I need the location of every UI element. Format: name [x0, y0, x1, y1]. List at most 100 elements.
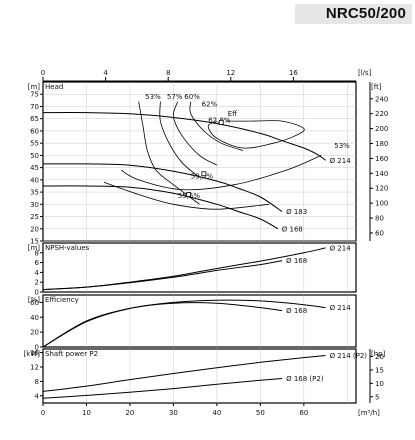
head-ytick-label: 60 [30, 127, 39, 135]
npsh-ytick-label: 4 [35, 269, 40, 277]
npsh-title: NPSH-values [45, 244, 90, 252]
power-panel-frame [42, 348, 357, 404]
head-ytick-label: 15 [30, 238, 39, 246]
power-series-line [42, 378, 283, 399]
bottom-axis-tick-label: 0 [41, 409, 45, 417]
head-right-tick-label: 240 [375, 95, 388, 103]
bottom-axis-tick-label: 40 [212, 409, 221, 417]
efficiency-ytick-label: 40 [30, 314, 39, 322]
isoline-label: 62% [202, 100, 218, 108]
top-axis-tick-label: 16 [289, 69, 298, 77]
head-ytick-label: 55 [30, 140, 39, 148]
npsh-panel-frame [42, 242, 357, 293]
power-ytick-label: 8 [35, 378, 39, 386]
efficiency-isoline [103, 181, 270, 210]
head-ytick-label: 70 [30, 103, 39, 111]
efficiency-series-line [42, 299, 326, 348]
efficiency-isoline [189, 101, 244, 151]
head-series-label: Ø 183 [286, 208, 307, 216]
bep-marker [218, 119, 224, 125]
power-series-label: Ø 214 (P2) [330, 352, 368, 360]
npsh-ytick-label: 2 [35, 279, 39, 287]
bottom-axis-tick-label: 60 [299, 409, 308, 417]
efficiency-isoline [207, 120, 305, 149]
head-ytick-label: 20 [30, 225, 39, 233]
efficiency-isoline [159, 101, 200, 178]
head-ytick-label: 40 [30, 176, 39, 184]
top-axis-tick-label: 4 [103, 69, 108, 77]
power-ytick-label: 12 [30, 364, 39, 372]
npsh-series-label: Ø 168 [286, 257, 307, 265]
isoline-label: 59,3% [191, 173, 214, 181]
top-axis-tick-label: 0 [41, 69, 45, 77]
npsh-ytick-label: 6 [35, 259, 40, 267]
efficiency-ytick-label: 60 [30, 299, 39, 307]
head-right-tick-label: 180 [375, 140, 388, 148]
bottom-axis-tick-label: 30 [169, 409, 178, 417]
efficiency-series-label: Ø 214 [330, 304, 352, 312]
title-bar: NRC50/200 [295, 4, 412, 24]
head-right-tick-label: 80 [375, 215, 384, 223]
isoline-label: 53% [334, 142, 350, 150]
bep-marker [201, 171, 207, 177]
eff-annotation: Eff [228, 110, 237, 118]
bottom-axis-tick-label: 50 [256, 409, 265, 417]
npsh-ytick-label: 0 [35, 289, 39, 297]
head-ytick-label: 35 [30, 189, 39, 197]
isoline-label: 60% [184, 93, 200, 101]
efficiency-series-label: Ø 168 [286, 307, 307, 315]
head-series-label: Ø 168 [282, 225, 303, 233]
head-panel-frame [42, 81, 357, 242]
bottom-axis-tick-label: 10 [82, 409, 91, 417]
power-right-units: [hp] [371, 350, 386, 358]
head-right-tick-label: 200 [375, 125, 388, 133]
npsh-series-line [42, 260, 283, 291]
npsh-ytick-label: 8 [35, 249, 39, 257]
head-title: Head [45, 83, 63, 91]
power-right-tick-label: 10 [375, 380, 384, 388]
npsh-units: [m] [28, 244, 41, 252]
head-ytick-label: 30 [30, 201, 39, 209]
head-left-units: [m] [28, 83, 41, 91]
bottom-axis-units: [m³/h] [358, 409, 380, 417]
bottom-axis-tick-label: 20 [125, 409, 134, 417]
head-right-tick-label: 220 [375, 110, 388, 118]
head-ytick-label: 45 [30, 164, 39, 172]
power-left-units: [kW] [24, 350, 41, 358]
head-ytick-label: 65 [30, 115, 39, 123]
head-right-units: [ft] [371, 83, 382, 91]
power-ytick-label: 16 [30, 349, 39, 357]
head-ytick-label: 50 [30, 152, 39, 160]
head-ytick-label: 75 [30, 91, 39, 99]
head-series-label: Ø 214 [330, 157, 352, 165]
efficiency-ytick-label: 0 [35, 344, 39, 352]
isoline-label: 53% [145, 93, 161, 101]
power-series-line [42, 355, 326, 392]
efficiency-series-line [42, 302, 283, 348]
power-title: Shaft power P2 [45, 350, 98, 358]
eff-units: [%] [28, 296, 40, 304]
head-right-tick-label: 120 [375, 185, 388, 193]
power-ytick-label: 4 [35, 392, 40, 400]
efficiency-isoline [121, 155, 322, 191]
efficiency-isoline [138, 101, 200, 205]
head-series-line [42, 185, 279, 230]
head-right-tick-label: 160 [375, 155, 388, 163]
npsh-series-line [42, 247, 326, 291]
isoline-label: 57% [167, 93, 183, 101]
head-series-line [42, 112, 326, 161]
power-right-tick-label: 15 [375, 366, 384, 374]
power-right-tick-label: 20 [375, 353, 384, 361]
head-right-tick-label: 100 [375, 200, 388, 208]
head-right-tick-label: 60 [375, 229, 384, 237]
efficiency-ytick-label: 20 [30, 329, 39, 337]
pump-model-title: NRC50/200 [325, 5, 406, 22]
bep-marker [186, 192, 192, 197]
head-series-line [42, 163, 283, 213]
efficiency-isoline [172, 101, 218, 166]
top-axis-tick-label: 12 [226, 69, 235, 77]
power-right-tick-label: 5 [375, 393, 379, 401]
efficiency-title: Efficiency [45, 296, 79, 304]
power-series-label: Ø 168 (P2) [286, 375, 324, 383]
